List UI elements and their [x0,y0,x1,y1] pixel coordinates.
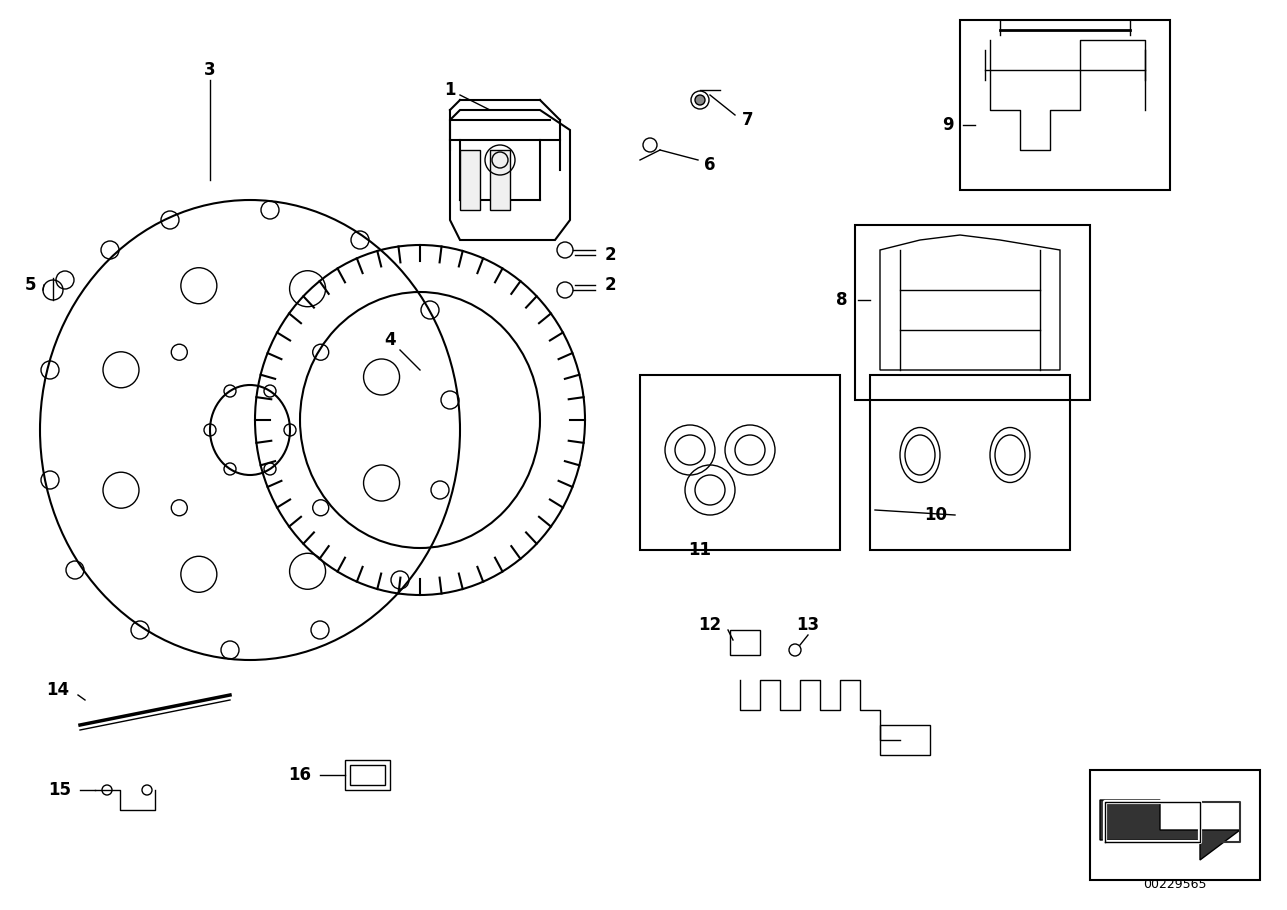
Text: 6: 6 [704,156,716,174]
Text: 1: 1 [444,81,456,99]
Text: 9: 9 [942,116,954,134]
Circle shape [695,95,705,105]
Bar [855,225,1090,400]
Bar [960,20,1170,190]
Text: 2: 2 [604,276,615,294]
Bar [880,725,931,755]
Text: 10: 10 [924,506,947,524]
Bar [345,760,390,790]
Bar [1090,770,1260,880]
Polygon shape [459,150,480,210]
Bar [640,375,840,550]
Text: 8: 8 [837,291,848,309]
Text: 4: 4 [385,331,396,349]
Text: 14: 14 [46,681,69,699]
Bar [350,765,385,785]
Bar [730,630,761,655]
Polygon shape [490,150,510,210]
Text: 3: 3 [205,61,216,79]
Text: 11: 11 [689,541,712,559]
Text: 00229565: 00229565 [1143,878,1207,892]
Text: 12: 12 [699,616,722,634]
Text: 5: 5 [24,276,36,294]
Text: 15: 15 [49,781,72,799]
Text: 2: 2 [604,246,615,264]
Text: 16: 16 [288,766,311,784]
Text: 7: 7 [743,111,754,129]
Text: 13: 13 [797,616,820,634]
Bar [870,375,1069,550]
Polygon shape [1100,800,1239,860]
